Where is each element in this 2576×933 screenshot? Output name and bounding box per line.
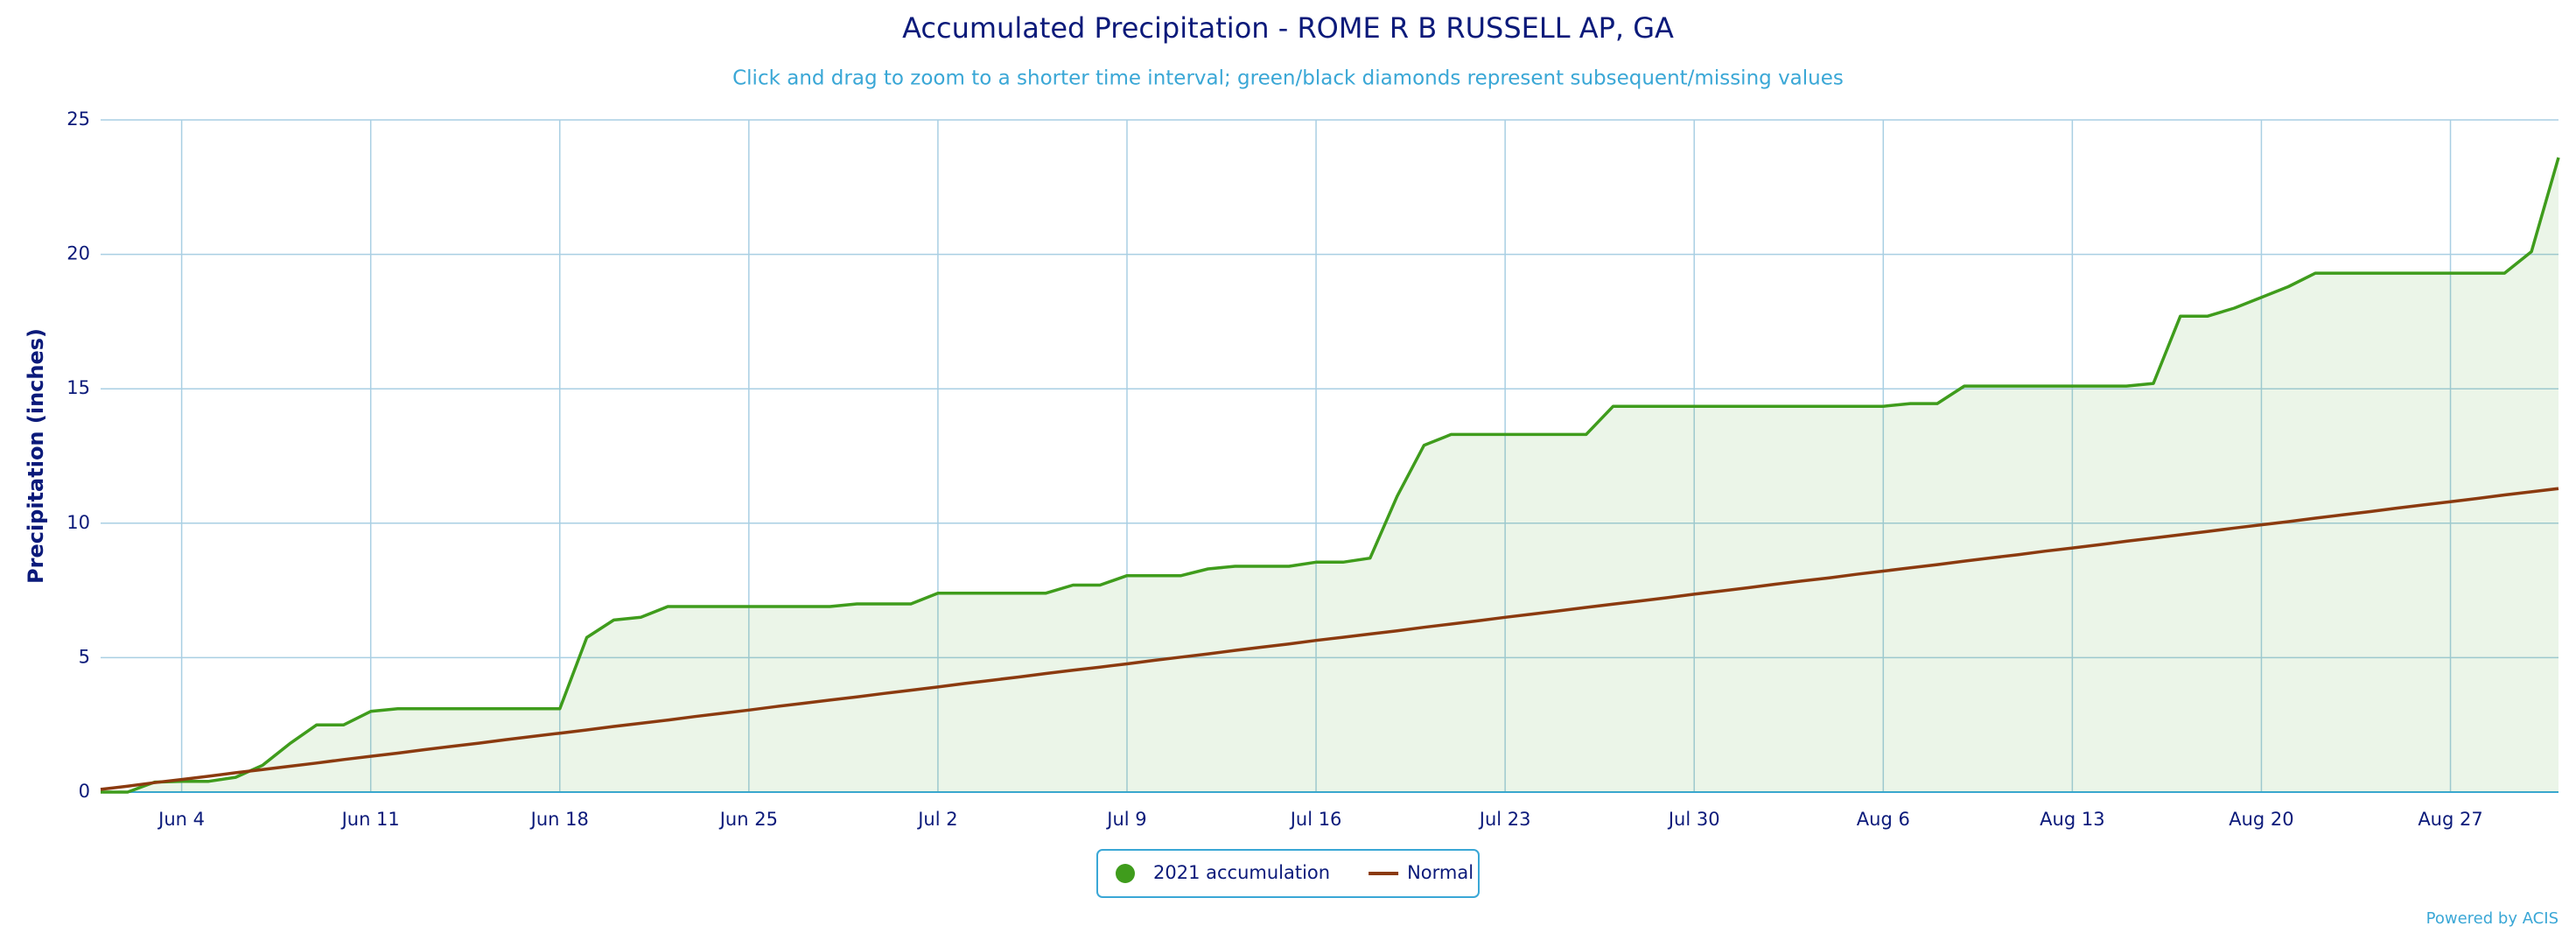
x-tick-label: Jul 2 bbox=[916, 809, 957, 830]
series-line bbox=[100, 487, 2559, 791]
legend-symbol bbox=[1116, 864, 1135, 883]
legend-label: Normal bbox=[1407, 862, 1474, 883]
x-tick-label: Aug 20 bbox=[2229, 809, 2293, 830]
y-tick-label: 25 bbox=[66, 109, 90, 130]
x-tick-label: Aug 27 bbox=[2418, 809, 2482, 830]
y-tick-label: 0 bbox=[79, 781, 90, 802]
credit: Powered by ACIS bbox=[2426, 909, 2558, 928]
y-tick-label: 5 bbox=[79, 646, 90, 667]
x-tick-label: Jun 25 bbox=[718, 809, 778, 830]
legend-box bbox=[1096, 849, 1480, 898]
chart-subtitle: Click and drag to zoom to a shorter time… bbox=[732, 67, 1844, 90]
x-tick-label: Aug 6 bbox=[1857, 809, 1910, 830]
x-tick-label: Jul 9 bbox=[1105, 809, 1146, 830]
legend-label: 2021 accumulation bbox=[1153, 862, 1330, 883]
area bbox=[101, 158, 2558, 792]
y-axis-label: Precipitation (inches) bbox=[24, 328, 48, 584]
series-line bbox=[101, 157, 2560, 794]
x-tick-label: Aug 13 bbox=[2040, 809, 2104, 830]
legend: 2021 accumulation Normal bbox=[1096, 849, 1480, 898]
x-tick-label: Jun 11 bbox=[340, 809, 400, 830]
chart-title: Accumulated Precipitation - ROME R B RUS… bbox=[902, 11, 1674, 45]
y-tick-label: 15 bbox=[66, 377, 90, 398]
x-tick-label: Jun 18 bbox=[529, 809, 589, 830]
y-tick-label: 20 bbox=[66, 243, 90, 264]
x-tick-label: Jul 30 bbox=[1667, 809, 1720, 830]
x-tick-label: Jun 4 bbox=[157, 809, 205, 830]
x-tick-label: Jul 23 bbox=[1478, 809, 1531, 830]
x-tick-label: Jul 16 bbox=[1289, 809, 1342, 830]
y-tick-label: 10 bbox=[66, 512, 90, 533]
